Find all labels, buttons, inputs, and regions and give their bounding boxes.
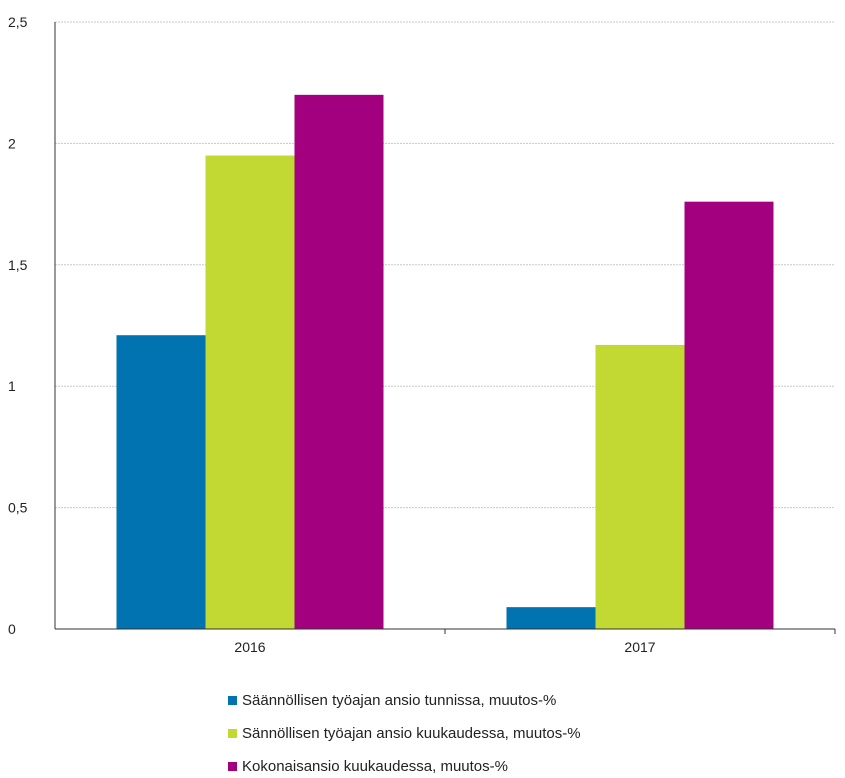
legend-item-label: Sännöllisen työajan ansio kuukaudessa, m…: [242, 725, 581, 742]
y-tick-label: 1: [8, 378, 16, 394]
legend-swatch: [228, 696, 237, 705]
legend-item-label: Säännöllisen työajan ansio tunnissa, muu…: [242, 692, 556, 709]
legend: Säännöllisen työajan ansio tunnissa, muu…: [228, 692, 581, 775]
bar-2017-series-2: [595, 344, 685, 629]
y-tick-label: 2: [8, 135, 16, 151]
legend-swatch: [228, 762, 237, 771]
bar-2017-series-3: [684, 201, 774, 629]
x-category-label: 2017: [624, 639, 655, 655]
axes: [54, 22, 836, 634]
y-tick-label: 0: [8, 621, 16, 637]
y-tick-label: 0,5: [8, 500, 28, 516]
legend-swatch: [228, 729, 237, 738]
y-tick-labels: 0 0,5 1 1,5 2 2,5: [8, 14, 28, 637]
bars: [116, 94, 774, 630]
legend-item-label: Kokonaisansio kuukaudessa, muutos-%: [242, 758, 508, 775]
bar-2017-series-1: [506, 607, 596, 629]
x-category-labels: 2016 2017: [234, 639, 655, 655]
bar-2016-series-2: [205, 155, 295, 630]
y-tick-label: 1,5: [8, 257, 28, 273]
y-tick-label: 2,5: [8, 14, 28, 30]
bar-2016-series-3: [294, 94, 384, 630]
bar-2016-series-1: [116, 335, 206, 629]
x-category-label: 2016: [234, 639, 265, 655]
